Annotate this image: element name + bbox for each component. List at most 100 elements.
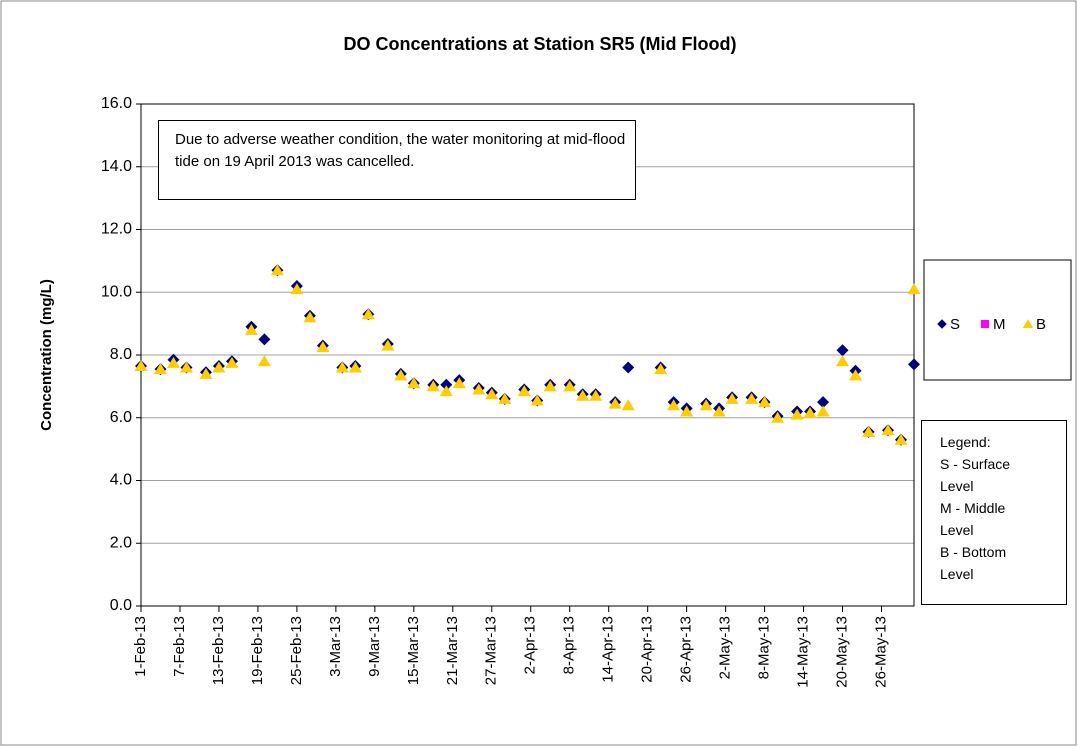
point (303, 311, 317, 323)
legend-label: S (950, 316, 960, 333)
annotation: Due to adverse weather condition, the wa… (158, 120, 636, 200)
point (472, 383, 486, 395)
x-tick-label: 8-May-13 (756, 616, 773, 679)
point (394, 369, 408, 381)
point (440, 378, 453, 391)
point (270, 264, 284, 276)
point (563, 380, 577, 392)
y-tick-label: 16.0 (101, 95, 132, 112)
legend-box (923, 259, 1072, 381)
y-tick-label: 8.0 (110, 346, 132, 363)
point (621, 399, 635, 411)
point (790, 408, 804, 420)
point (725, 392, 739, 404)
point (381, 339, 395, 351)
x-tick-label: 20-May-13 (834, 616, 851, 688)
legend-note-line: B - Bottom Level (940, 544, 1007, 582)
x-tick-label: 19-Feb-13 (249, 616, 266, 685)
point (908, 358, 920, 371)
y-tick-label: 4.0 (110, 472, 132, 489)
point (348, 361, 362, 373)
point (836, 355, 850, 367)
x-tick-label: 21-Mar-13 (444, 616, 461, 685)
point (771, 411, 785, 423)
x-tick-label: 8-Apr-13 (561, 616, 578, 674)
plot-border (140, 103, 915, 607)
x-tick-label: 13-Feb-13 (210, 616, 227, 685)
point (803, 407, 817, 419)
point (881, 424, 895, 436)
point (244, 323, 258, 335)
y-tick-label: 2.0 (110, 534, 132, 551)
point (316, 341, 330, 353)
legend-label: B (1036, 316, 1046, 333)
legend-note: Legend: S - Surface Level M - Middle Level… (921, 420, 1067, 605)
x-tick-label: 7-Feb-13 (171, 616, 188, 677)
point (361, 308, 375, 320)
x-tick-label: 2-May-13 (717, 616, 734, 679)
point (589, 389, 603, 401)
point (907, 283, 921, 295)
point (517, 385, 531, 397)
point (225, 356, 239, 368)
legend-note-line: Legend: (940, 434, 991, 450)
legend-note-line: S - Surface Level (940, 456, 1011, 494)
point (426, 380, 440, 392)
point (894, 433, 908, 445)
point (199, 367, 213, 379)
point (622, 361, 635, 374)
x-tick-label: 27-Mar-13 (483, 616, 500, 685)
point (439, 385, 453, 397)
point (452, 377, 466, 389)
point (290, 283, 304, 295)
point (153, 363, 167, 375)
legend-note-line: M - Middle Level (940, 500, 1006, 538)
point (817, 396, 830, 409)
point (134, 359, 148, 371)
y-tick-label: 6.0 (110, 409, 132, 426)
point (862, 425, 876, 437)
x-tick-label: 20-Apr-13 (639, 616, 656, 683)
x-tick-label: 1-Feb-13 (132, 616, 149, 677)
x-tick-label: 3-Mar-13 (327, 616, 344, 677)
y-tick-label: 14.0 (101, 158, 132, 175)
point (498, 392, 512, 404)
x-tick-label: 2-Apr-13 (522, 616, 539, 674)
x-tick-label: 26-May-13 (872, 616, 889, 688)
x-tick-label: 25-Feb-13 (288, 616, 305, 685)
point (816, 405, 830, 417)
point (530, 394, 544, 406)
point (745, 392, 759, 404)
legend-marker (1022, 319, 1034, 328)
y-tick-label: 0.0 (110, 597, 132, 614)
point (849, 369, 863, 381)
x-tick-label: 26-Apr-13 (678, 616, 695, 683)
point (608, 397, 622, 409)
y-tick-label: 10.0 (101, 283, 132, 300)
point (680, 405, 694, 417)
chart-title: DO Concentrations at Station SR5 (Mid Fl… (344, 34, 737, 54)
point (667, 399, 681, 411)
point (712, 405, 726, 417)
point (836, 344, 849, 357)
point (257, 355, 271, 367)
point (654, 363, 668, 375)
x-tick-label: 14-May-13 (795, 616, 812, 688)
point (258, 333, 271, 346)
x-tick-label: 9-Mar-13 (366, 616, 383, 677)
y-tick-label: 12.0 (101, 221, 132, 238)
point (212, 361, 226, 373)
point (758, 396, 772, 408)
y-axis-label: Concentration (mg/L) (38, 279, 55, 431)
point (543, 380, 557, 392)
point (407, 377, 421, 389)
legend-label: M (993, 316, 1006, 333)
point (576, 389, 590, 401)
point (179, 361, 193, 373)
point (699, 399, 713, 411)
x-tick-label: 14-Apr-13 (600, 616, 617, 683)
point (485, 388, 499, 400)
point (166, 356, 180, 368)
